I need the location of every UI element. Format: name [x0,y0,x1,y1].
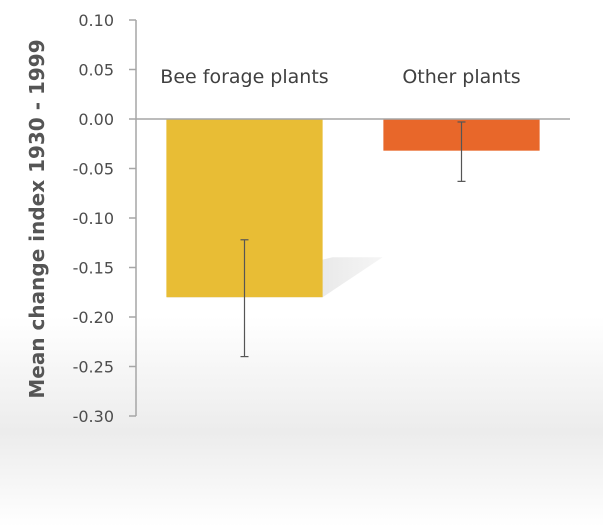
y-tick-label: -0.15 [73,259,114,278]
y-tick-label: -0.20 [73,308,114,327]
y-tick-label: -0.25 [73,358,114,377]
category-label: Other plants [402,66,520,88]
y-tick-label: -0.10 [73,209,114,228]
y-tick-label: 0.00 [78,110,114,129]
y-tick-label: 0.05 [78,61,114,80]
category-label: Bee forage plants [160,66,328,88]
y-tick-label: -0.30 [73,407,114,426]
y-tick-label: 0.10 [78,11,114,30]
y-tick-label: -0.05 [73,160,114,179]
y-axis-title: Mean change index 1930 - 1999 [25,39,49,398]
